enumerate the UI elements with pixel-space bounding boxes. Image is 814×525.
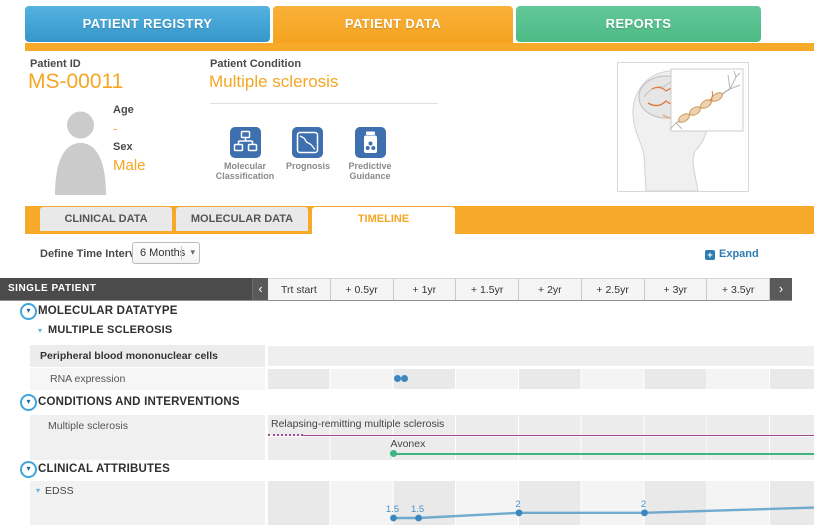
patient-id-label: Patient ID bbox=[30, 58, 81, 70]
head-brain-illustration bbox=[632, 68, 744, 192]
condition-line-dotted bbox=[268, 434, 304, 436]
timeline-col-header: + 2.5yr bbox=[581, 278, 645, 300]
edss-row-band bbox=[268, 481, 814, 525]
timeline-col-header: + 1.5yr bbox=[456, 278, 519, 300]
expand-plus-icon[interactable]: + bbox=[705, 250, 715, 260]
row-label-rna: RNA expression bbox=[30, 368, 265, 390]
medication-text: Avonex bbox=[390, 438, 426, 450]
chevron-down-icon: ▾ bbox=[190, 247, 195, 257]
interval-select[interactable]: 6 Months ▾ bbox=[132, 242, 200, 264]
timeline-col-header: + 3.5yr bbox=[707, 278, 770, 300]
row-label-edss: EDSS bbox=[45, 485, 74, 497]
timeline-col-header: + 3yr bbox=[644, 278, 708, 300]
timeline-col-header: + 1yr bbox=[393, 278, 457, 300]
section-conditions-title: CONDITIONS AND INTERVENTIONS bbox=[38, 396, 240, 408]
active-tab-underbar bbox=[25, 43, 814, 51]
timeline-col-header: + 2yr bbox=[519, 278, 582, 300]
timeline-next-button[interactable]: › bbox=[770, 278, 792, 300]
timeline-col-header: Trt start bbox=[268, 278, 331, 300]
expand-link[interactable]: Expand bbox=[719, 248, 759, 260]
condition-line-solid bbox=[303, 435, 814, 436]
predictive-guidance-label: Predictive Guidance bbox=[348, 161, 392, 181]
flowchart-icon bbox=[233, 130, 258, 152]
condition-row-band-lower bbox=[268, 437, 814, 460]
interval-value: 6 Months bbox=[140, 247, 186, 259]
row-label-condition: Multiple sclerosis bbox=[30, 415, 265, 460]
tissue-row-band bbox=[268, 346, 814, 366]
pill-bottle-icon bbox=[364, 131, 377, 153]
condition-row-band-upper bbox=[268, 415, 814, 436]
medication-line bbox=[393, 453, 814, 455]
timeline-col-header: + 0.5yr bbox=[330, 278, 394, 300]
prognosis-button[interactable] bbox=[292, 127, 323, 158]
age-label: Age bbox=[113, 104, 134, 116]
select-divider bbox=[181, 246, 182, 260]
tab-reports[interactable]: REPORTS bbox=[516, 6, 761, 42]
section-clinical-title: CLINICAL ATTRIBUTES bbox=[38, 463, 170, 475]
prognosis-curve-icon bbox=[296, 131, 319, 154]
tab-clinical-data[interactable]: CLINICAL DATA bbox=[40, 207, 172, 231]
predictive-guidance-button[interactable] bbox=[355, 127, 386, 158]
medication-start-dot bbox=[390, 450, 397, 457]
tab-molecular-data[interactable]: MOLECULAR DATA bbox=[176, 207, 308, 231]
timeline-prev-button[interactable]: ‹ bbox=[252, 278, 268, 300]
molecular-classification-button[interactable] bbox=[230, 127, 261, 158]
patient-id-value: MS-00011 bbox=[28, 70, 124, 93]
timeline-header-underline bbox=[0, 300, 792, 301]
molecular-classification-label: Molecular Classification bbox=[215, 161, 275, 181]
sex-label: Sex bbox=[113, 141, 133, 153]
tab-patient-registry[interactable]: PATIENT REGISTRY bbox=[25, 6, 270, 42]
collapse-subgroup-icon[interactable]: ▾ bbox=[38, 326, 43, 335]
collapse-conditions-icon[interactable]: ▾ bbox=[20, 394, 37, 411]
collapse-clinical-icon[interactable]: ▾ bbox=[20, 461, 37, 478]
sex-value: Male bbox=[113, 157, 146, 174]
brain-illustration-box bbox=[617, 62, 749, 192]
row-label-tissue: Peripheral blood mononuclear cells bbox=[30, 345, 265, 367]
patient-avatar bbox=[55, 111, 106, 195]
section-molecular-title: MOLECULAR DATATYPE bbox=[38, 305, 178, 317]
subgroup-title: MULTIPLE SCLEROSIS bbox=[48, 324, 173, 336]
condition-observation-text: Relapsing-remitting multiple sclerosis bbox=[271, 418, 445, 430]
row-label-edss-cell: ▾ EDSS 4.00- 2.75- 1.50- bbox=[30, 481, 294, 525]
patient-condition-label: Patient Condition bbox=[210, 58, 302, 70]
collapse-edss-icon[interactable]: ▾ bbox=[36, 486, 41, 495]
tab-timeline[interactable]: TIMELINE bbox=[312, 207, 455, 234]
age-value: - bbox=[113, 121, 118, 136]
interval-label: Define Time Interval bbox=[40, 248, 145, 260]
tab-patient-data[interactable]: PATIENT DATA bbox=[273, 6, 513, 43]
single-patient-header: SINGLE PATIENT bbox=[0, 278, 252, 300]
patient-condition-value: Multiple sclerosis bbox=[209, 72, 339, 91]
collapse-molecular-icon[interactable]: ▾ bbox=[20, 303, 37, 320]
condition-divider bbox=[210, 103, 438, 104]
prognosis-label: Prognosis bbox=[285, 161, 330, 171]
rna-row-band bbox=[268, 369, 814, 389]
